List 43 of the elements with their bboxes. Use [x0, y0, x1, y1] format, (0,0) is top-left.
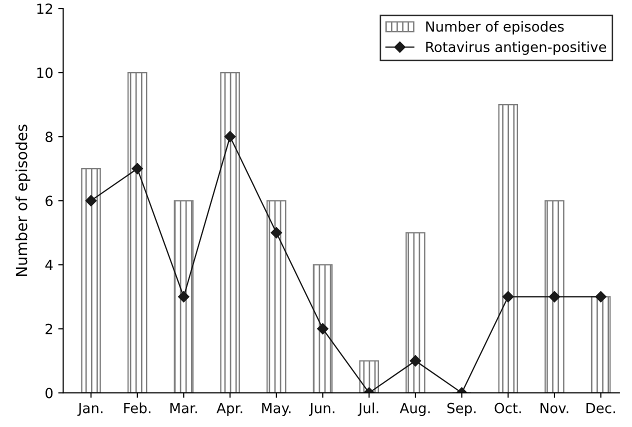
y-tick-label: 0 — [46, 388, 53, 398]
x-tick-label: May. — [262, 402, 290, 416]
point — [132, 163, 143, 174]
bar — [266, 200, 286, 393]
y-tick-label: 10 — [37, 68, 53, 78]
x-tick-label: Jul. — [358, 402, 378, 416]
legend-label: Number of episodes — [426, 21, 564, 34]
bar — [359, 360, 379, 393]
x-tick-label: Dec. — [586, 402, 615, 414]
point — [224, 131, 236, 142]
x-tick-label: Jun. — [308, 402, 334, 416]
bar — [590, 296, 611, 393]
point — [85, 195, 97, 206]
x-tick-label: Nov. — [540, 402, 568, 414]
bar — [498, 104, 518, 393]
point — [270, 227, 282, 238]
y-tick-label: 6 — [46, 196, 53, 206]
y-axis-title: Number of episodes — [15, 124, 30, 276]
bar — [312, 264, 333, 393]
y-tick-label: 4 — [45, 260, 53, 270]
x-tick-label: Sep. — [447, 402, 476, 416]
x-tick-label: Apr. — [216, 402, 242, 416]
y-tick-label: 2 — [46, 324, 52, 334]
bar — [220, 72, 240, 393]
bar — [174, 200, 194, 393]
bar — [406, 232, 426, 393]
x-tick-label: Feb. — [124, 402, 150, 414]
point — [317, 323, 328, 334]
x-tick-label: Jan. — [77, 402, 102, 416]
bar — [127, 72, 148, 393]
x-tick-label: Aug. — [400, 402, 430, 416]
point — [178, 291, 190, 302]
bar — [81, 168, 101, 393]
point — [502, 291, 514, 302]
point — [595, 291, 606, 302]
x-tick-label: Oct. — [494, 402, 521, 414]
y-tick-label: 8 — [46, 132, 53, 142]
x-tick-label: Mar. — [170, 402, 197, 414]
point — [548, 291, 560, 302]
y-tick-label: 12 — [37, 4, 52, 14]
point — [410, 355, 422, 366]
legend-label: Rotavirus antigen-positive — [426, 41, 606, 55]
bar — [544, 200, 564, 393]
